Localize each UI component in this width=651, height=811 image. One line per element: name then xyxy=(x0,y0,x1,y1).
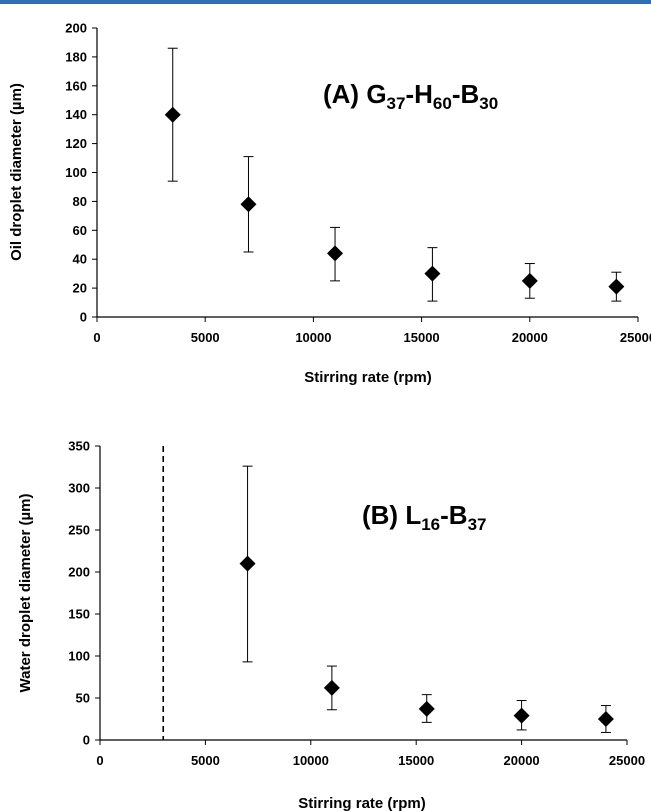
x-tick-label: 20000 xyxy=(504,753,540,768)
title-text: (A) G xyxy=(323,79,387,109)
x-tick-label: 20000 xyxy=(512,330,548,345)
x-tick-label: 25000 xyxy=(620,330,651,345)
y-tick-label: 60 xyxy=(73,223,87,238)
title-text: -H xyxy=(405,79,432,109)
y-tick-label: 350 xyxy=(68,439,90,454)
data-point-diamond xyxy=(513,707,530,724)
y-tick-label: 250 xyxy=(68,523,90,538)
title-text: (B) L xyxy=(362,500,421,530)
x-tick-label: 15000 xyxy=(404,330,440,345)
y-tick-label: 20 xyxy=(73,281,87,296)
y-tick-label: 200 xyxy=(68,565,90,580)
y-tick-label: 50 xyxy=(76,691,90,706)
title-subscript: 30 xyxy=(479,94,498,113)
y-tick-label: 140 xyxy=(65,107,87,122)
x-tick-label: 5000 xyxy=(191,753,220,768)
x-tick-label: 5000 xyxy=(191,330,220,345)
y-tick-label: 80 xyxy=(73,194,87,209)
x-tick-label: 10000 xyxy=(293,753,329,768)
x-axis-label: Stirring rate (rpm) xyxy=(298,795,426,811)
chart-title: (B) L16-B37 xyxy=(362,500,486,534)
data-point-diamond xyxy=(424,265,441,282)
y-tick-label: 180 xyxy=(65,49,87,64)
x-tick-label: 15000 xyxy=(398,753,434,768)
data-point-diamond xyxy=(239,555,256,572)
y-tick-label: 0 xyxy=(83,733,90,748)
y-tick-label: 160 xyxy=(65,78,87,93)
y-tick-label: 150 xyxy=(68,607,90,622)
y-tick-label: 120 xyxy=(65,136,87,151)
x-tick-label: 0 xyxy=(93,330,100,345)
data-point-diamond xyxy=(521,272,538,289)
data-point-diamond xyxy=(608,278,625,295)
x-tick-label: 10000 xyxy=(295,330,331,345)
data-point-diamond xyxy=(240,196,257,213)
data-point-diamond xyxy=(323,679,340,696)
data-point-diamond xyxy=(418,700,435,717)
title-subscript: 37 xyxy=(387,94,406,113)
chart-a-group: 0 20 40 60 80 100 120 140 160 180 200 0 5000 10000 150… xyxy=(8,21,651,387)
y-tick-label: 0 xyxy=(80,310,87,325)
y-axis-label: Oil droplet diameter (µm) xyxy=(8,83,25,261)
data-point-diamond xyxy=(327,245,344,262)
data-point-diamond xyxy=(164,106,181,123)
y-tick-label: 100 xyxy=(65,165,87,180)
y-axis-label: Water droplet diameter (µm) xyxy=(17,494,34,693)
top-accent-bar xyxy=(0,0,651,4)
y-tick-label: 200 xyxy=(65,21,87,36)
x-axis-label: Stirring rate (rpm) xyxy=(304,369,432,386)
title-text: -B xyxy=(440,500,467,530)
title-text: -B xyxy=(452,79,479,109)
title-subscript: 16 xyxy=(421,515,440,534)
title-subscript: 60 xyxy=(433,94,452,113)
x-tick-label: 0 xyxy=(96,753,103,768)
chart-b-group: 0 50 100 150 200 250 300 350 0 5000 10000 15000 2000… xyxy=(17,439,645,811)
title-subscript: 37 xyxy=(468,515,487,534)
y-tick-label: 40 xyxy=(73,252,87,267)
chart-title: (A) G37-H60-B30 xyxy=(323,79,498,113)
x-tick-label: 25000 xyxy=(609,753,645,768)
y-tick-label: 100 xyxy=(68,649,90,664)
y-tick-label: 300 xyxy=(68,481,90,496)
data-point-diamond xyxy=(597,711,614,727)
